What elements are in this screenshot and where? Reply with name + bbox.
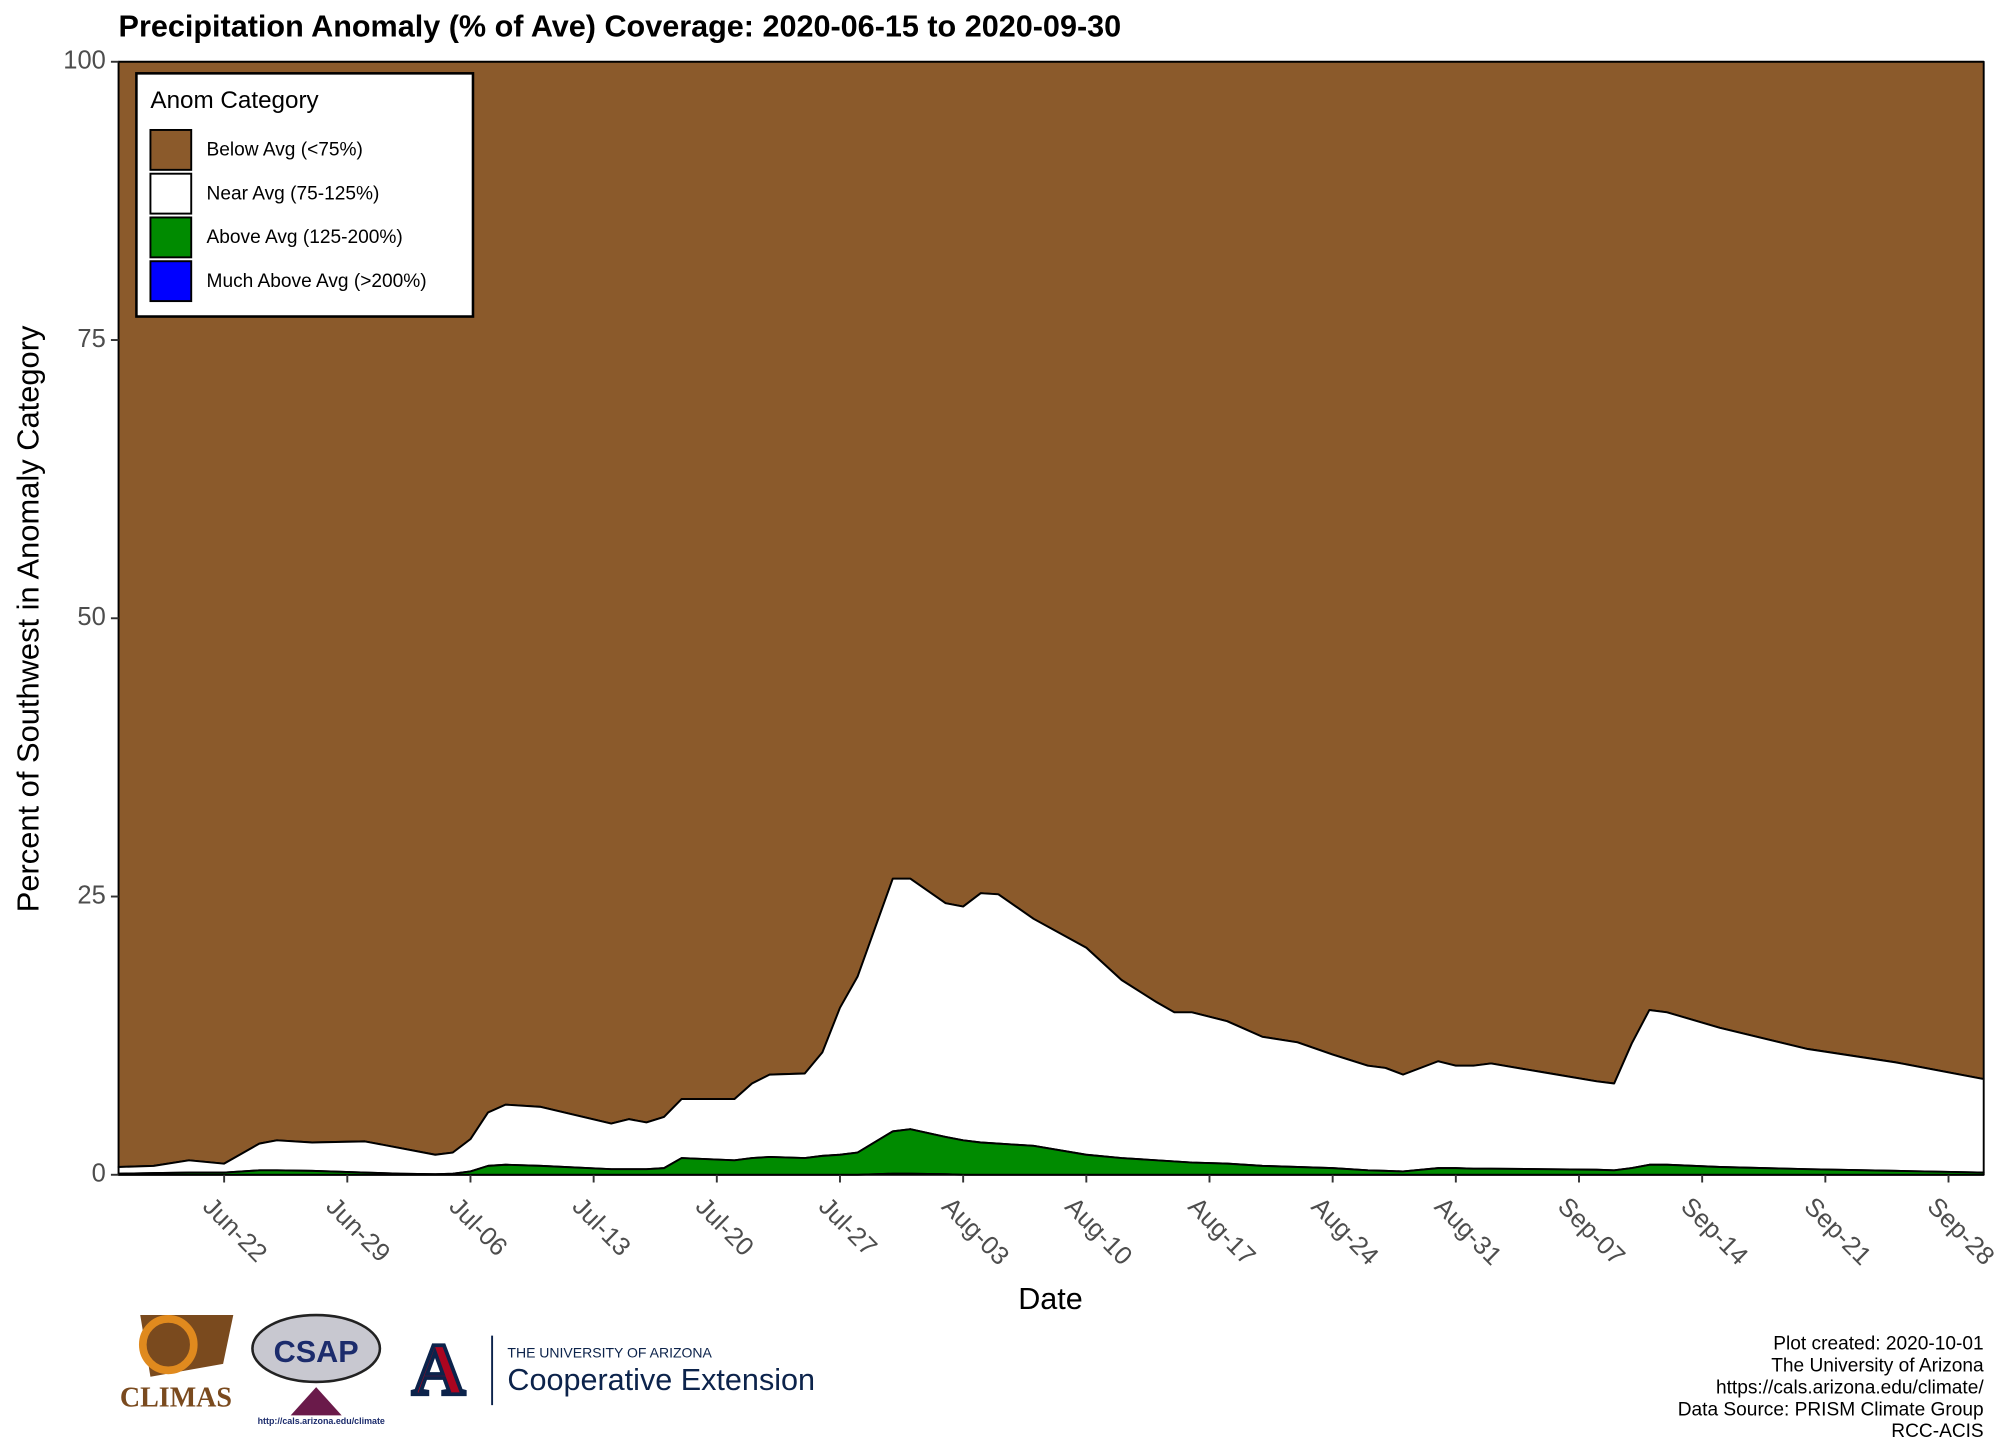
climas-sun	[138, 1315, 198, 1375]
x-tick-label: Sep-28	[1922, 1192, 1999, 1271]
y-axis-title: Percent of Southwest in Anomaly Category	[11, 325, 46, 912]
chart-title: Precipitation Anomaly (% of Ave) Coverag…	[119, 8, 1122, 43]
legend-title: Anom Category	[150, 87, 319, 114]
x-tick-label: Jul-06	[444, 1192, 513, 1261]
x-axis-title: Date	[1018, 1281, 1083, 1316]
y-tick-label: 50	[77, 603, 105, 631]
legend-swatch	[149, 172, 193, 215]
x-tick-label: Jul-13	[567, 1192, 636, 1261]
legend-swatch	[149, 128, 193, 171]
x-tick-label: Sep-21	[1799, 1192, 1877, 1271]
x-tick-label: Sep-14	[1675, 1192, 1753, 1271]
x-tick-label: Jun-22	[197, 1192, 272, 1268]
legend-label: Below Avg (<75%)	[207, 140, 363, 161]
x-tick-label: Jul-27	[813, 1192, 882, 1261]
legend-label: Above Avg (125-200%)	[207, 227, 403, 248]
legend-swatch	[149, 260, 193, 303]
ua-letter: A	[412, 1329, 466, 1411]
csap-text: CSAP	[274, 1334, 359, 1369]
csap-mountain	[290, 1387, 342, 1416]
x-tick-label: Aug-10	[1059, 1192, 1137, 1271]
footer-line: RCC-ACIS	[1891, 1421, 1983, 1442]
csap-cloud	[251, 1313, 382, 1384]
ua-name: THE UNIVERSITY OF ARIZONA	[507, 1344, 712, 1360]
x-tick-label: Sep-07	[1552, 1192, 1630, 1271]
legend-swatch	[149, 216, 193, 259]
legend: Anom Category Below Avg (<75%) Near Avg (7…	[135, 72, 475, 318]
csap-url: http://cals.arizona.edu/climate	[258, 1416, 385, 1426]
footer-line: https://cals.arizona.edu/climate/	[1716, 1377, 1984, 1398]
ua-unit: Cooperative Extension	[507, 1362, 815, 1397]
y-tick-label: 0	[92, 1159, 106, 1187]
y-tick-label: 25	[77, 881, 105, 909]
x-tick-label: Aug-31	[1429, 1192, 1507, 1271]
x-tick-label: Aug-17	[1183, 1192, 1261, 1271]
x-tick-label: Jun-29	[320, 1192, 395, 1268]
y-tick-label: 100	[63, 46, 106, 74]
footer-line: Data Source: PRISM Climate Group	[1678, 1399, 1984, 1420]
climas-text: CLIMAS	[120, 1382, 232, 1413]
climas-shape	[140, 1315, 234, 1377]
legend-label: Much Above Avg (>200%)	[207, 271, 427, 292]
footer-line: Plot created: 2020-10-01	[1773, 1334, 1983, 1355]
logos: CLIMAS CSAP http://cals.arizona.edu/clim…	[120, 1313, 815, 1426]
footer-line: The University of Arizona	[1771, 1356, 1984, 1377]
x-tick-label: Jul-20	[690, 1192, 759, 1261]
y-tick-label: 75	[77, 325, 105, 353]
x-tick-label: Aug-03	[936, 1192, 1014, 1271]
x-tick-label: Aug-24	[1306, 1192, 1384, 1271]
legend-box	[135, 72, 475, 318]
legend-label: Near Avg (75-125%)	[207, 183, 380, 204]
